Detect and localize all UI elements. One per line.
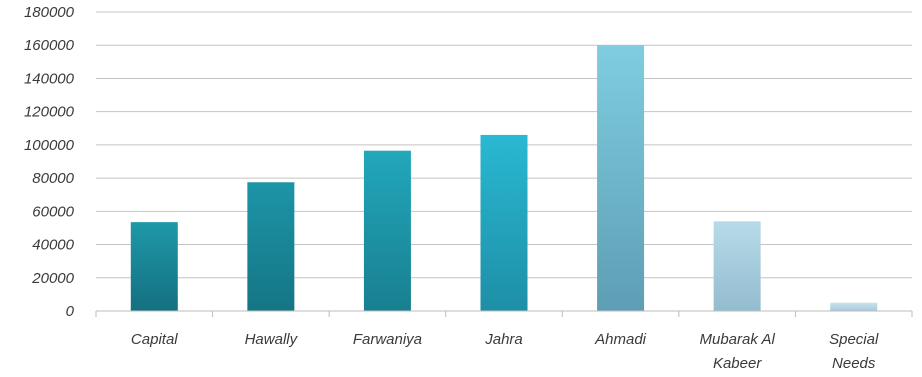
bar: [130, 222, 178, 311]
y-tick-label: 60000: [32, 203, 74, 220]
y-tick-label: 160000: [24, 37, 75, 54]
bar: [713, 221, 761, 311]
y-axis-tick-labels: 0 20000 40000 60000 80000 100000 120000 140000 1…: [24, 4, 75, 320]
bar: [480, 134, 528, 311]
y-tick-label: 40000: [32, 237, 74, 254]
y-tick-label: 0: [66, 303, 75, 320]
x-axis: [95, 310, 913, 317]
x-tick-label: Hawally: [245, 331, 299, 348]
x-axis-category-labels: Capital Hawally Farwaniya Jahra Ahmadi Mubara…: [131, 331, 879, 372]
y-tick-label: 100000: [24, 137, 75, 154]
y-tick-label: 20000: [31, 270, 74, 287]
x-tick-label: Mubarak Al Kabeer: [699, 331, 775, 372]
y-tick-label: 180000: [24, 4, 75, 21]
x-tick-label: Capital: [131, 331, 178, 348]
y-tick-label: 140000: [24, 70, 75, 87]
y-tick-label: 120000: [24, 104, 75, 121]
bars: [130, 45, 878, 311]
x-tick-label: Ahmadi: [594, 331, 647, 348]
bar: [830, 302, 878, 311]
bar: [247, 182, 295, 311]
x-tick-label: Farwaniya: [353, 331, 422, 348]
bar: [363, 150, 411, 311]
x-tick-label: Jahra: [484, 331, 523, 348]
bar: [597, 45, 645, 311]
y-tick-label: 80000: [32, 170, 74, 187]
x-tick-label: Special Needs: [829, 331, 879, 372]
